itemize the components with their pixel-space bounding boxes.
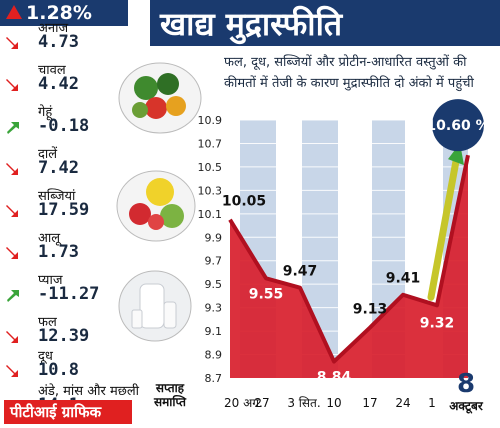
- list-item: चावल 4.42: [0, 62, 130, 104]
- item-value: 1.73: [38, 242, 79, 262]
- item-name: दालें: [38, 147, 58, 162]
- item-name: अनाज: [38, 21, 69, 36]
- list-item: अनाज 4.73: [0, 20, 130, 62]
- series-line: [228, 154, 470, 364]
- x-tick-label: 20 अग.: [224, 396, 263, 410]
- item-value: 10.8: [38, 360, 79, 380]
- item-value: 17.59: [38, 200, 90, 220]
- arrow-icon: [6, 247, 18, 259]
- header-bar: [150, 0, 500, 46]
- list-item: आलू 1.73: [0, 230, 130, 272]
- item-value: 7.42: [38, 158, 79, 178]
- data-label: 9.32: [420, 315, 455, 331]
- list-item: प्याज -11.27: [0, 272, 130, 314]
- y-tick-label: 9.5: [205, 278, 223, 291]
- x-tick-label-final-month: अक्टूबर: [449, 399, 484, 414]
- trend-down-arrow-icon: [7, 290, 19, 302]
- list-item: फल 12.39: [0, 314, 130, 356]
- arrow-icon: [6, 365, 18, 377]
- item-name: चावल: [38, 63, 66, 78]
- x-tick-label: 17: [362, 396, 377, 410]
- item-name: अंडे, मांस और मछली: [38, 384, 140, 399]
- trend-up-arrow-icon: [6, 79, 18, 91]
- y-tick-label: 9.1: [205, 325, 223, 338]
- arrow-icon: [6, 37, 18, 49]
- data-label: 9.55: [249, 286, 284, 302]
- credit-label: पीटीआई ग्राफिक: [4, 400, 132, 424]
- trend-up-arrow-icon: [6, 247, 18, 259]
- final-value-label: 10.60 %: [426, 118, 489, 134]
- item-name: फल: [38, 315, 57, 330]
- y-tick-label: 10.5: [198, 161, 223, 174]
- y-tick-label: 10.3: [198, 184, 223, 197]
- list-item: गेहूं -0.18: [0, 104, 130, 146]
- x-tick-label: 27: [254, 396, 269, 410]
- arrow-icon: [6, 331, 18, 343]
- arrow-icon: [7, 122, 19, 134]
- trend-up-arrow-icon: [6, 331, 18, 343]
- data-label: 9.41: [386, 271, 421, 287]
- item-value: -11.27: [38, 284, 100, 304]
- list-item: दूध 10.8: [0, 348, 130, 390]
- x-tick-label: 24: [395, 396, 410, 410]
- data-label: 9.13: [353, 302, 388, 318]
- arrow-icon: [6, 205, 18, 217]
- y-tick-label: 8.7: [205, 372, 223, 385]
- item-name: प्याज: [38, 273, 63, 288]
- x-tick-label: 1: [428, 396, 436, 410]
- fruits-photo: [116, 170, 196, 242]
- trend-up-arrow-icon: [6, 365, 18, 377]
- trend-up-arrow-icon: [6, 37, 18, 49]
- item-value: 4.42: [38, 74, 79, 94]
- milk-photo: [118, 270, 192, 342]
- item-value: 4.73: [38, 32, 79, 52]
- list-item: दालें 7.42: [0, 146, 130, 188]
- data-label: 10.05: [222, 194, 266, 210]
- x-tick-label: 10: [326, 396, 341, 410]
- arrow-icon: [7, 290, 19, 302]
- badge-value: 1.28%: [26, 2, 92, 24]
- y-tick-label: 10.7: [198, 137, 223, 150]
- list-item: सब्जियां 17.59: [0, 188, 130, 230]
- x-tick-label-final: 8: [457, 369, 475, 399]
- y-tick-label: 9.7: [205, 255, 223, 268]
- week-ending-label: सप्ताह समाप्ति: [153, 381, 187, 409]
- item-value: 12.39: [38, 326, 90, 346]
- item-name: आलू: [38, 231, 61, 246]
- area-fill: [230, 155, 468, 378]
- y-tick-label: 9.3: [205, 302, 223, 315]
- y-tick-label: 10.1: [198, 208, 223, 221]
- y-tick-label: 10.9: [198, 114, 223, 127]
- item-name: दूध: [38, 349, 53, 364]
- trend-arrow-shaft: [427, 157, 460, 301]
- item-name: गेहूं: [38, 105, 53, 120]
- headline-badge: 1.28%: [0, 0, 128, 26]
- y-tick-label: 8.9: [205, 349, 223, 362]
- data-label: 8.84: [317, 370, 352, 386]
- arrow-icon: [6, 79, 18, 91]
- y-tick-label: 9.9: [205, 231, 223, 244]
- item-name: सब्जियां: [38, 189, 76, 204]
- chart-subtitle: फल, दूध, सब्जियों और प्रोटीन-आधारित वस्त…: [224, 55, 474, 91]
- trend-up-arrow-icon: [6, 205, 18, 217]
- data-label: 9.47: [283, 264, 318, 280]
- item-value: -0.18: [38, 116, 90, 136]
- trend-down-arrow-icon: [7, 122, 19, 134]
- arrow-icon: [6, 163, 18, 175]
- x-tick-label: 3 सित.: [287, 396, 320, 410]
- up-arrow-icon: [6, 5, 22, 19]
- page-title: खाद्य मुद्रास्फीति: [160, 5, 343, 43]
- final-value-bubble: [432, 99, 484, 152]
- vegetables-photo: [118, 62, 202, 134]
- trend-up-arrow-icon: [6, 163, 18, 175]
